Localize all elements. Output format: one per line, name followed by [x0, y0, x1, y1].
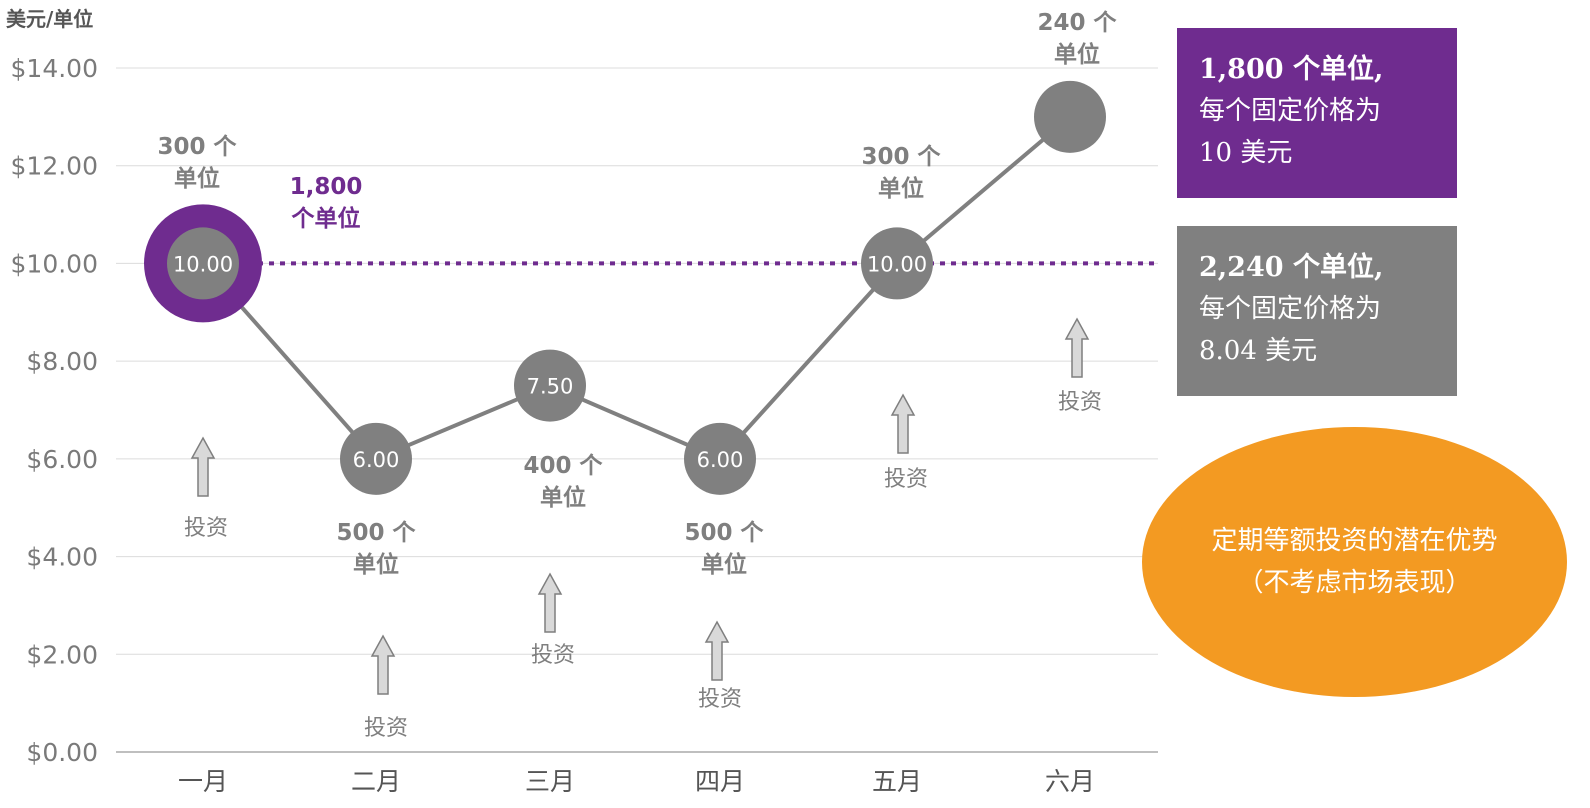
y-tick-label: $2.00 — [26, 640, 98, 669]
invest-label: 投资 — [884, 467, 928, 492]
fixed-price-units: 1,800 个单位, — [1199, 54, 1384, 85]
dca-summary-box: 2,240 个单位, 每个固定价格为 8.04 美元 — [1177, 226, 1457, 396]
dca-desc: 每个固定价格为 — [1199, 294, 1382, 324]
data-point — [1034, 80, 1106, 153]
invest-arrow-icon — [1064, 317, 1090, 378]
invest-label: 投资 — [184, 516, 228, 541]
fixed-price-desc: 每个固定价格为 — [1199, 96, 1382, 126]
units-purchased-label: 单位 — [701, 551, 747, 578]
units-purchased-label: 单位 — [353, 551, 399, 578]
data-point-label: 6.00 — [697, 448, 744, 472]
advantage-note: （不考虑市场表现） — [1237, 568, 1472, 598]
fixed-units-label: 个单位 — [292, 205, 361, 232]
y-tick-label: $10.00 — [11, 249, 98, 278]
invest-label: 投资 — [698, 687, 742, 712]
dca-value: 8.04 美元 — [1199, 336, 1318, 366]
data-point-label: 10.00 — [173, 252, 233, 276]
fixed-price-summary-box: 1,800 个单位, 每个固定价格为 10 美元 — [1177, 28, 1457, 198]
units-purchased-label: 单位 — [174, 165, 220, 192]
units-purchased-label: 单位 — [540, 484, 586, 511]
y-tick-label: $14.00 — [11, 54, 98, 83]
invest-arrow-icon — [370, 634, 396, 695]
data-point — [340, 422, 412, 495]
advantage-title: 定期等额投资的潜在优势 — [1211, 526, 1498, 556]
data-point — [167, 227, 239, 300]
units-purchased-label: 300 个 — [861, 144, 941, 170]
fixed-price-value: 10 美元 — [1199, 138, 1293, 168]
units-purchased-label: 400 个 — [523, 453, 603, 479]
advantage-callout-ellipse: 定期等额投资的潜在优势 （不考虑市场表现） — [1142, 427, 1567, 697]
y-tick-label: $6.00 — [26, 445, 98, 474]
units-purchased-label: 单位 — [878, 175, 924, 202]
data-point-label: 6.00 — [353, 448, 400, 472]
y-axis-title: 美元/单位 — [6, 7, 93, 31]
fixed-units-label: 1,800 — [290, 174, 363, 200]
units-purchased-label: 500 个 — [684, 520, 764, 546]
invest-arrow-icon — [704, 620, 730, 681]
y-tick-label: $4.00 — [26, 543, 98, 572]
data-point-label: 7.50 — [527, 375, 574, 399]
invest-label: 投资 — [1058, 390, 1102, 415]
price-series-line — [201, 115, 1072, 462]
dca-units: 2,240 个单位, — [1199, 252, 1384, 283]
data-point — [514, 349, 586, 422]
y-tick-label: $8.00 — [26, 347, 98, 376]
invest-arrow-icon — [190, 436, 216, 497]
y-tick-label: $12.00 — [11, 152, 98, 181]
units-purchased-label: 240 个 — [1037, 10, 1117, 36]
invest-label: 投资 — [531, 643, 575, 668]
x-tick-label: 一月 — [178, 767, 228, 796]
x-tick-label: 六月 — [1045, 767, 1095, 796]
x-tick-label: 四月 — [695, 767, 745, 796]
units-purchased-label: 300 个 — [157, 134, 237, 160]
x-tick-label: 二月 — [351, 767, 401, 796]
invest-label: 投资 — [364, 716, 408, 741]
units-purchased-label: 单位 — [1054, 41, 1100, 68]
x-tick-label: 三月 — [525, 767, 575, 796]
data-point — [684, 422, 756, 495]
data-point — [861, 227, 933, 300]
data-point-label: 10.00 — [867, 252, 927, 276]
invest-arrow-icon — [890, 393, 916, 454]
units-purchased-label: 500 个 — [336, 520, 416, 546]
x-tick-label: 五月 — [872, 767, 922, 796]
invest-arrow-icon — [537, 572, 563, 633]
dca-line-chart: 美元/单位 $0.00 $2.00 $4.00 $6.00 $8.00 $10.00 $12.… — [6, 7, 1158, 796]
y-tick-label: $0.00 — [26, 738, 98, 767]
